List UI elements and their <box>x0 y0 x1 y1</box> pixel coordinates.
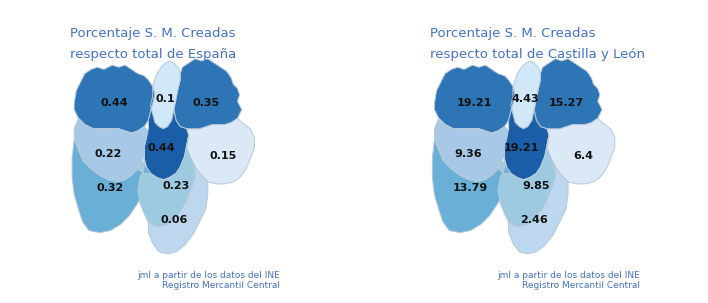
Polygon shape <box>144 86 189 180</box>
Polygon shape <box>174 59 241 129</box>
Text: 4.43: 4.43 <box>512 94 539 104</box>
Polygon shape <box>510 61 540 129</box>
Text: 9.36: 9.36 <box>455 149 482 159</box>
Polygon shape <box>74 65 155 133</box>
Text: 19.21: 19.21 <box>503 143 539 153</box>
Text: 0.44: 0.44 <box>147 143 175 153</box>
Text: Porcentaje S. M. Creadas: Porcentaje S. M. Creadas <box>430 27 595 40</box>
Text: Porcentaje S. M. Creadas: Porcentaje S. M. Creadas <box>70 27 236 40</box>
Polygon shape <box>138 135 195 226</box>
Polygon shape <box>72 139 151 233</box>
Polygon shape <box>151 61 181 129</box>
Polygon shape <box>498 135 555 226</box>
Text: 0.32: 0.32 <box>96 183 124 193</box>
Polygon shape <box>547 118 615 184</box>
Text: 2.46: 2.46 <box>520 215 548 225</box>
Polygon shape <box>504 86 549 180</box>
Text: 0.22: 0.22 <box>94 149 122 159</box>
Text: 0.15: 0.15 <box>209 151 236 161</box>
Text: 0.35: 0.35 <box>192 98 219 108</box>
Text: jml a partir de los datos del INE
Registro Mercantil Central: jml a partir de los datos del INE Regist… <box>498 271 640 290</box>
Text: 13.79: 13.79 <box>453 183 488 193</box>
Polygon shape <box>435 118 508 182</box>
Polygon shape <box>433 139 510 233</box>
Polygon shape <box>149 167 208 254</box>
Text: 0.23: 0.23 <box>162 181 190 191</box>
Text: 19.21: 19.21 <box>457 98 493 108</box>
Polygon shape <box>435 65 515 133</box>
Polygon shape <box>74 118 149 182</box>
Polygon shape <box>534 59 602 129</box>
Text: respecto total de Castilla y León: respecto total de Castilla y León <box>430 48 645 61</box>
Text: respecto total de España: respecto total de España <box>70 48 236 61</box>
Text: 6.4: 6.4 <box>573 151 593 161</box>
Text: 9.85: 9.85 <box>523 181 550 191</box>
Polygon shape <box>187 118 254 184</box>
Text: jml a partir de los datos del INE
Registro Mercantil Central: jml a partir de los datos del INE Regist… <box>137 271 280 290</box>
Text: 0.44: 0.44 <box>101 98 128 108</box>
Polygon shape <box>508 167 568 254</box>
Text: 0.06: 0.06 <box>160 215 188 225</box>
Text: 15.27: 15.27 <box>549 98 583 108</box>
Text: 0.1: 0.1 <box>156 94 175 104</box>
